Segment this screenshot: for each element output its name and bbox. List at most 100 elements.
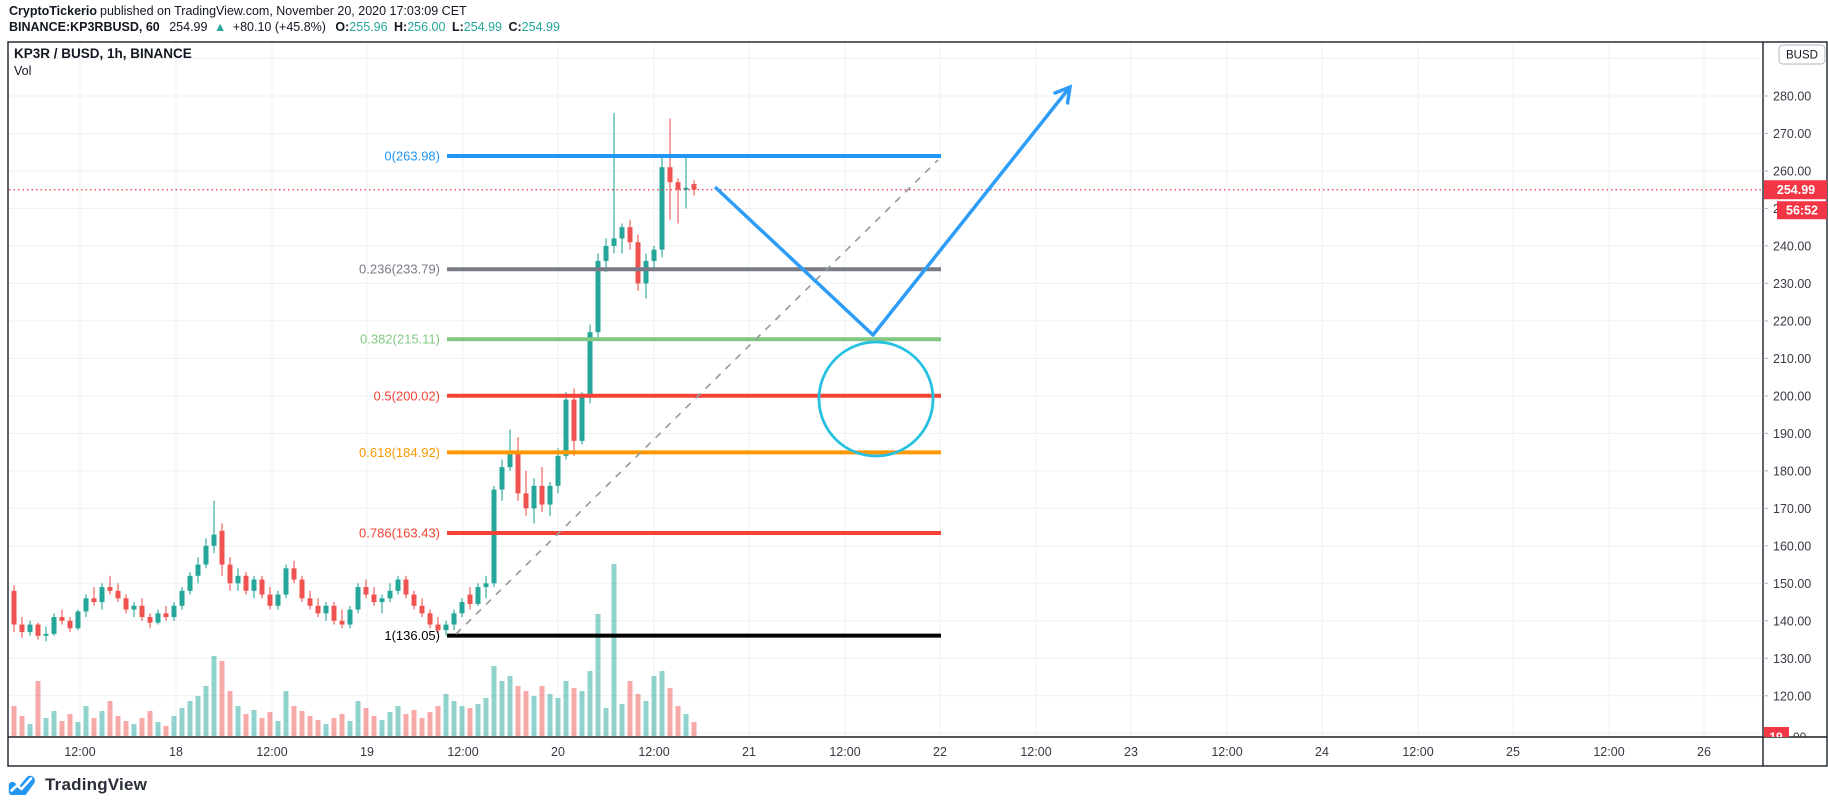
volume-bar bbox=[459, 706, 465, 736]
volume-bar bbox=[443, 694, 449, 736]
candle-body bbox=[459, 602, 465, 614]
volume-bar bbox=[363, 708, 369, 736]
candle-body bbox=[147, 617, 153, 623]
candles-layer[interactable] bbox=[11, 112, 697, 642]
time-tick-label: 12:00 bbox=[1402, 745, 1433, 759]
candle-body bbox=[443, 624, 449, 631]
volume-bar bbox=[155, 722, 161, 736]
volume-bar bbox=[491, 666, 497, 736]
candle-body bbox=[571, 399, 577, 441]
svg-text:19: 19 bbox=[1769, 730, 1783, 744]
candle-body bbox=[123, 598, 129, 610]
candle-body bbox=[619, 227, 625, 239]
fib-label: 1(136.05) bbox=[384, 628, 440, 643]
candle-body bbox=[163, 613, 169, 618]
volume-bar bbox=[635, 694, 641, 736]
volume-bar bbox=[27, 724, 33, 736]
time-tick-label: 23 bbox=[1124, 745, 1138, 759]
candle-body bbox=[187, 575, 193, 591]
candle-body bbox=[107, 587, 113, 591]
time-tick-label: 24 bbox=[1315, 745, 1329, 759]
currency-badge[interactable] bbox=[1778, 44, 1826, 65]
volume-bars-layer[interactable] bbox=[11, 564, 697, 736]
price-tick-label: 190.00 bbox=[1773, 427, 1811, 441]
volume-bar bbox=[307, 716, 313, 736]
volume-bar bbox=[35, 681, 41, 736]
last-price: 254.99 bbox=[169, 20, 208, 34]
time-tick-label: 20 bbox=[551, 745, 565, 759]
volume-bar bbox=[587, 671, 593, 736]
candle-body bbox=[347, 609, 353, 625]
grid-lines bbox=[9, 43, 1762, 736]
price-axis[interactable]: 280.00270.00260.00250.00240.00230.00220.… bbox=[1763, 44, 1826, 703]
price-tick-label: 220.00 bbox=[1773, 314, 1811, 328]
candle-body bbox=[507, 452, 513, 468]
fib-retracement[interactable]: 0(263.98) 0.236(233.79) 0.382(215.11) 0.5(2… bbox=[359, 149, 941, 644]
time-tick-label: 22 bbox=[933, 745, 947, 759]
tradingview-branding[interactable]: TradingView bbox=[8, 773, 147, 797]
price-tick-label: 270.00 bbox=[1773, 127, 1811, 141]
volume-bar bbox=[619, 704, 625, 736]
candle-body bbox=[675, 182, 681, 190]
target-zone-circle[interactable] bbox=[817, 340, 935, 458]
candle-body bbox=[219, 530, 225, 565]
volume-bar bbox=[347, 721, 353, 736]
volume-bar bbox=[59, 721, 65, 736]
time-tick-label: 12:00 bbox=[64, 745, 95, 759]
candle-body bbox=[139, 605, 145, 618]
candle-body bbox=[411, 594, 417, 606]
candle-body bbox=[243, 575, 249, 591]
price-tick-label: 140.00 bbox=[1773, 614, 1811, 628]
candle-body bbox=[371, 594, 377, 603]
candle-body bbox=[427, 613, 433, 625]
time-tick-label: 12:00 bbox=[1020, 745, 1051, 759]
candle-body bbox=[195, 564, 201, 576]
volume-bar bbox=[131, 724, 137, 736]
volume-bar bbox=[411, 710, 417, 736]
author-name: CryptoTickerio bbox=[9, 4, 97, 18]
volume-bar bbox=[211, 656, 217, 736]
volume-bar bbox=[91, 718, 97, 736]
price-tick-label: 180.00 bbox=[1773, 464, 1811, 478]
dashed-trendline[interactable] bbox=[455, 159, 939, 635]
candle-body bbox=[483, 583, 489, 588]
low-label: L: bbox=[451, 20, 464, 34]
candle-body bbox=[171, 605, 177, 618]
candle-body bbox=[531, 485, 537, 509]
price-change: +80.10 (+45.8%) bbox=[232, 20, 326, 34]
candle-body bbox=[83, 598, 89, 612]
volume-bar bbox=[339, 714, 345, 736]
time-tick-label: 12:00 bbox=[638, 745, 669, 759]
candle-body bbox=[259, 579, 265, 595]
volume-bar bbox=[667, 688, 673, 736]
volume-bar bbox=[147, 711, 153, 736]
volume-bar bbox=[315, 720, 321, 736]
candle-body bbox=[115, 590, 121, 599]
byline-row: CryptoTickerio published on TradingView.c… bbox=[9, 3, 560, 19]
candle-body bbox=[451, 613, 457, 625]
candle-body bbox=[403, 579, 409, 595]
candle-body bbox=[307, 598, 313, 606]
candle-body bbox=[11, 590, 17, 625]
time-axis[interactable]: 12:00 18 12:00 19 12:00 20 12:00 21 12:00 22 12:00… bbox=[64, 745, 1711, 759]
candle-body bbox=[35, 624, 41, 636]
candle-body bbox=[563, 399, 569, 456]
drawings-layer[interactable] bbox=[455, 84, 1073, 635]
candle-body bbox=[523, 493, 529, 509]
volume-bar bbox=[331, 718, 337, 736]
close-value: 254.99 bbox=[521, 20, 560, 34]
volume-bar bbox=[427, 712, 433, 736]
volume-bar bbox=[115, 716, 121, 736]
candle-body bbox=[355, 587, 361, 610]
time-tick-label: 12:00 bbox=[1211, 745, 1242, 759]
candle-body bbox=[555, 455, 561, 486]
volume-bar bbox=[451, 701, 457, 736]
volume-bar bbox=[675, 706, 681, 736]
fib-label: 0.618(184.92) bbox=[359, 445, 440, 460]
projection-arrow[interactable] bbox=[713, 84, 1073, 337]
byline-text: published on TradingView.com, November 2… bbox=[100, 4, 467, 18]
volume-bar bbox=[355, 701, 361, 736]
